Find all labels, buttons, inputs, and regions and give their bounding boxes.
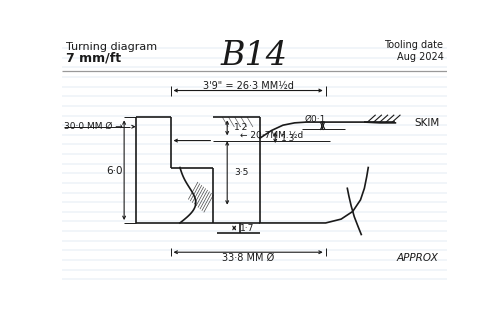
- Text: APPROX: APPROX: [397, 252, 439, 263]
- Text: 1·2: 1·2: [234, 123, 248, 132]
- Text: B14: B14: [221, 40, 288, 73]
- Text: 33·8 MM Ø: 33·8 MM Ø: [222, 252, 274, 263]
- Text: Ø0·1: Ø0·1: [305, 114, 326, 123]
- Text: Tooling date
Aug 2024: Tooling date Aug 2024: [384, 40, 443, 62]
- Text: 1·7: 1·7: [241, 224, 255, 233]
- Text: 3·5: 3·5: [234, 169, 248, 177]
- Text: 1·3: 1·3: [281, 134, 295, 143]
- Text: ← 20·7MM ½d: ← 20·7MM ½d: [240, 131, 303, 141]
- Text: 6·0: 6·0: [106, 166, 123, 176]
- Text: Turning diagram: Turning diagram: [66, 42, 157, 52]
- Text: 7 mm/ft: 7 mm/ft: [66, 51, 121, 64]
- Text: SKIM: SKIM: [415, 118, 440, 128]
- Text: 30·0 MM Ø →: 30·0 MM Ø →: [65, 122, 123, 131]
- Text: 3'9" = 26·3 MM½d: 3'9" = 26·3 MM½d: [203, 81, 294, 91]
